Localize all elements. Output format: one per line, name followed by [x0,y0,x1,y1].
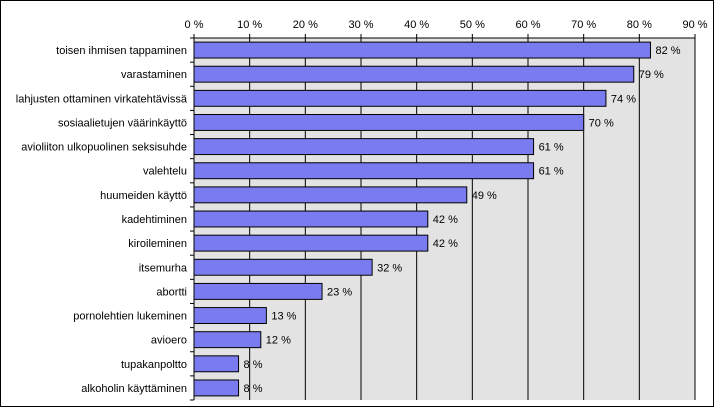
data-label: 13 % [271,311,296,323]
x-tick-label: 80 % [627,19,652,31]
x-tick-label: 0 % [185,19,204,31]
bar [193,186,468,204]
bar [193,162,535,180]
category-label: tupakanpoltto [121,359,187,371]
x-tick-label: 40 % [404,19,429,31]
data-label: 82 % [655,45,680,57]
category-label: pornolehtien lukeminen [73,311,187,323]
x-tick-label: 30 % [348,19,373,31]
data-label: 23 % [327,286,352,298]
bar [193,41,651,59]
data-label: 8 % [244,383,263,395]
category-label: lahjusten ottaminen virkatehtävissä [16,93,188,105]
category-label: avioero [151,335,187,347]
data-label: 8 % [244,359,263,371]
category-label: varastaminen [121,69,187,81]
bar [193,331,262,349]
x-tick-label: 10 % [237,19,262,31]
data-label: 12 % [266,335,291,347]
category-label: avioliiton ulkopuolinen seksisuhde [21,142,187,154]
bar [193,282,323,300]
data-label: 74 % [611,93,636,105]
bar [193,65,635,83]
data-label: 42 % [433,214,458,226]
category-label: alkoholin käyttäminen [81,383,187,395]
category-label: itsemurha [139,262,188,274]
data-label: 61 % [539,142,564,154]
data-label: 70 % [589,117,614,129]
data-label: 61 % [539,166,564,178]
category-label: sosiaalietujen väärinkäyttö [58,117,187,129]
x-tick-label: 50 % [460,19,485,31]
category-label: abortti [156,286,187,298]
bar [193,114,585,131]
bar [193,258,373,276]
data-label: 79 % [639,69,664,81]
x-tick-label: 90 % [682,19,707,31]
bar [193,355,240,373]
bar [193,89,607,107]
x-tick-label: 20 % [293,19,318,31]
data-label: 49 % [472,190,497,202]
data-label: 32 % [377,262,402,274]
bar [193,307,267,324]
bar [193,210,429,228]
x-tick-label: 60 % [515,19,540,31]
category-label: valehtelu [143,166,187,178]
bar [193,138,535,156]
category-label: kiroileminen [128,238,187,250]
category-label: kadehtiminen [122,214,187,226]
category-label: toisen ihmisen tappaminen [56,45,187,57]
bar [193,379,240,397]
bar [193,234,429,252]
category-label: huumeiden käyttö [100,190,187,202]
x-tick-label: 70 % [571,19,596,31]
data-label: 42 % [433,238,458,250]
